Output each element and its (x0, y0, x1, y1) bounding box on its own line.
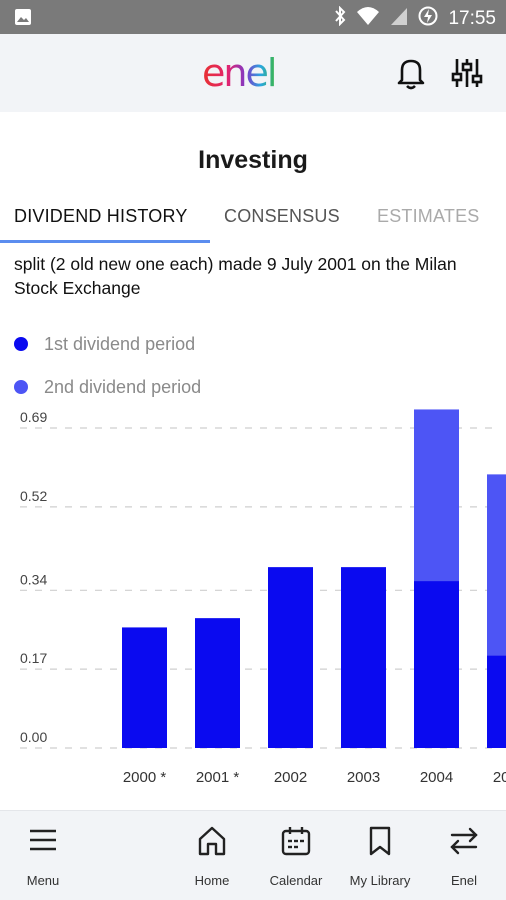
status-time: 17:55 (448, 7, 496, 29)
bar-1st-period (487, 655, 506, 748)
nav-home[interactable]: Home (172, 811, 252, 900)
tab-dividend-history[interactable]: DIVIDEND HISTORY (14, 206, 188, 226)
signal-icon (390, 6, 408, 31)
y-tick-label: 0.52 (20, 488, 47, 504)
wifi-icon (356, 6, 380, 31)
svg-text:enel: enel (202, 54, 275, 94)
nav-label-menu: Menu (26, 873, 60, 888)
nav-menu[interactable]: Menu (0, 811, 86, 900)
legend-item-2nd-period: 2nd dividend period (14, 375, 201, 399)
x-tick-label: 2001 * (196, 769, 240, 786)
bluetooth-icon (334, 5, 346, 31)
x-tick-label: 2005 (493, 769, 506, 786)
tab-consensus[interactable]: CONSENSUS (224, 206, 340, 226)
enel-logo: enel (200, 51, 310, 95)
x-tick-label: 2003 (347, 769, 380, 786)
y-tick-label: 0.17 (20, 650, 47, 666)
image-icon (14, 8, 32, 31)
app-header: enel (0, 34, 506, 112)
bar-1st-period (122, 627, 167, 748)
legend-dot-1st-period (14, 337, 28, 351)
nav-my-library[interactable]: My Library (340, 811, 420, 900)
bar-1st-period (341, 567, 386, 748)
active-tab-indicator (0, 240, 210, 243)
nav-enel[interactable]: Enel (424, 811, 504, 900)
dividend-bar-chart: 0.69 0.52 0.34 0.17 0.00 2000 * 2001 * 2002 2003… (20, 409, 506, 786)
status-bar: 17:55 (0, 0, 506, 34)
nav-label-enel: Enel (450, 873, 478, 888)
x-tick-label: 2000 * (123, 769, 167, 786)
legend-label-2nd-period: 2nd dividend period (44, 376, 202, 397)
menu-icon (30, 829, 56, 851)
nav-label-calendar: Calendar (269, 873, 323, 888)
nav-label-my-library: My Library (349, 873, 411, 888)
tab-estimates[interactable]: ESTIMATES (377, 206, 480, 226)
bell-icon[interactable] (396, 56, 426, 90)
bar-1st-period (195, 618, 240, 748)
y-tick-label: 0.69 (20, 409, 47, 425)
nav-calendar[interactable]: Calendar (256, 811, 336, 900)
bar-1st-period (414, 581, 459, 748)
bar-1st-period (268, 567, 313, 748)
y-tick-label: 0.34 (20, 571, 47, 587)
swap-icon (450, 827, 478, 855)
legend-label-1st-period: 1st dividend period (44, 333, 196, 354)
bookmark-icon (369, 826, 391, 856)
page-title: Investing (198, 146, 308, 174)
filters-icon[interactable] (450, 56, 484, 90)
legend-item-1st-period: 1st dividend period (14, 332, 195, 356)
legend-dot-2nd-period (14, 380, 28, 394)
bottom-navigation: Menu Home Calendar My Library Enel (0, 810, 506, 900)
calendar-icon (281, 827, 311, 856)
x-tick-label: 2004 (420, 769, 453, 786)
battery-charging-icon (418, 6, 438, 31)
tab-bar: DIVIDEND HISTORY CONSENSUS ESTIMATES (0, 196, 506, 248)
bar-2nd-period (414, 409, 459, 582)
bar-2nd-period (487, 474, 506, 656)
x-tick-label: 2002 (274, 769, 307, 786)
y-tick-label: 0.00 (20, 729, 47, 745)
split-note: split (2 old new one each) made 9 July 2… (14, 254, 457, 298)
home-icon (198, 826, 226, 856)
nav-label-home: Home (194, 873, 230, 888)
